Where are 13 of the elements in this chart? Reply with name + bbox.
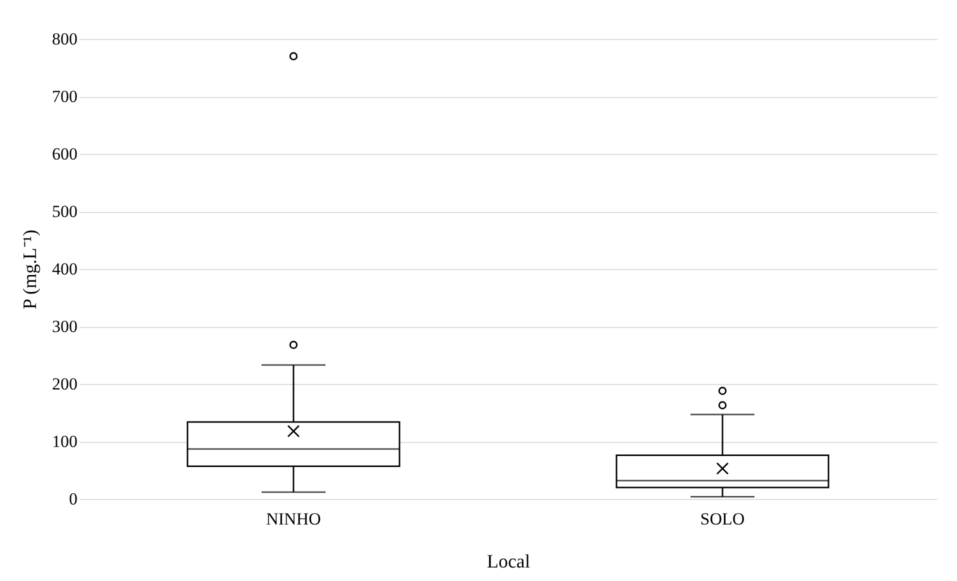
y-tick-label: 700 [52,87,78,106]
x-tick-label: SOLO [700,510,745,528]
y-tick-label: 400 [52,260,78,278]
y-tick-label: 300 [52,317,78,336]
y-tick-label: 200 [52,374,78,394]
y-tick-label: 100 [52,432,78,451]
y-axis-title: P (mg.L⁻¹) [20,230,41,310]
y-tick-label: 800 [52,30,78,48]
y-tick-label: 600 [52,144,78,164]
y-tick-label: 0 [69,490,78,508]
y-tick-label: 500 [52,202,78,221]
x-tick-label: NINHO [266,510,321,528]
x-axis-title: Local [486,552,530,572]
